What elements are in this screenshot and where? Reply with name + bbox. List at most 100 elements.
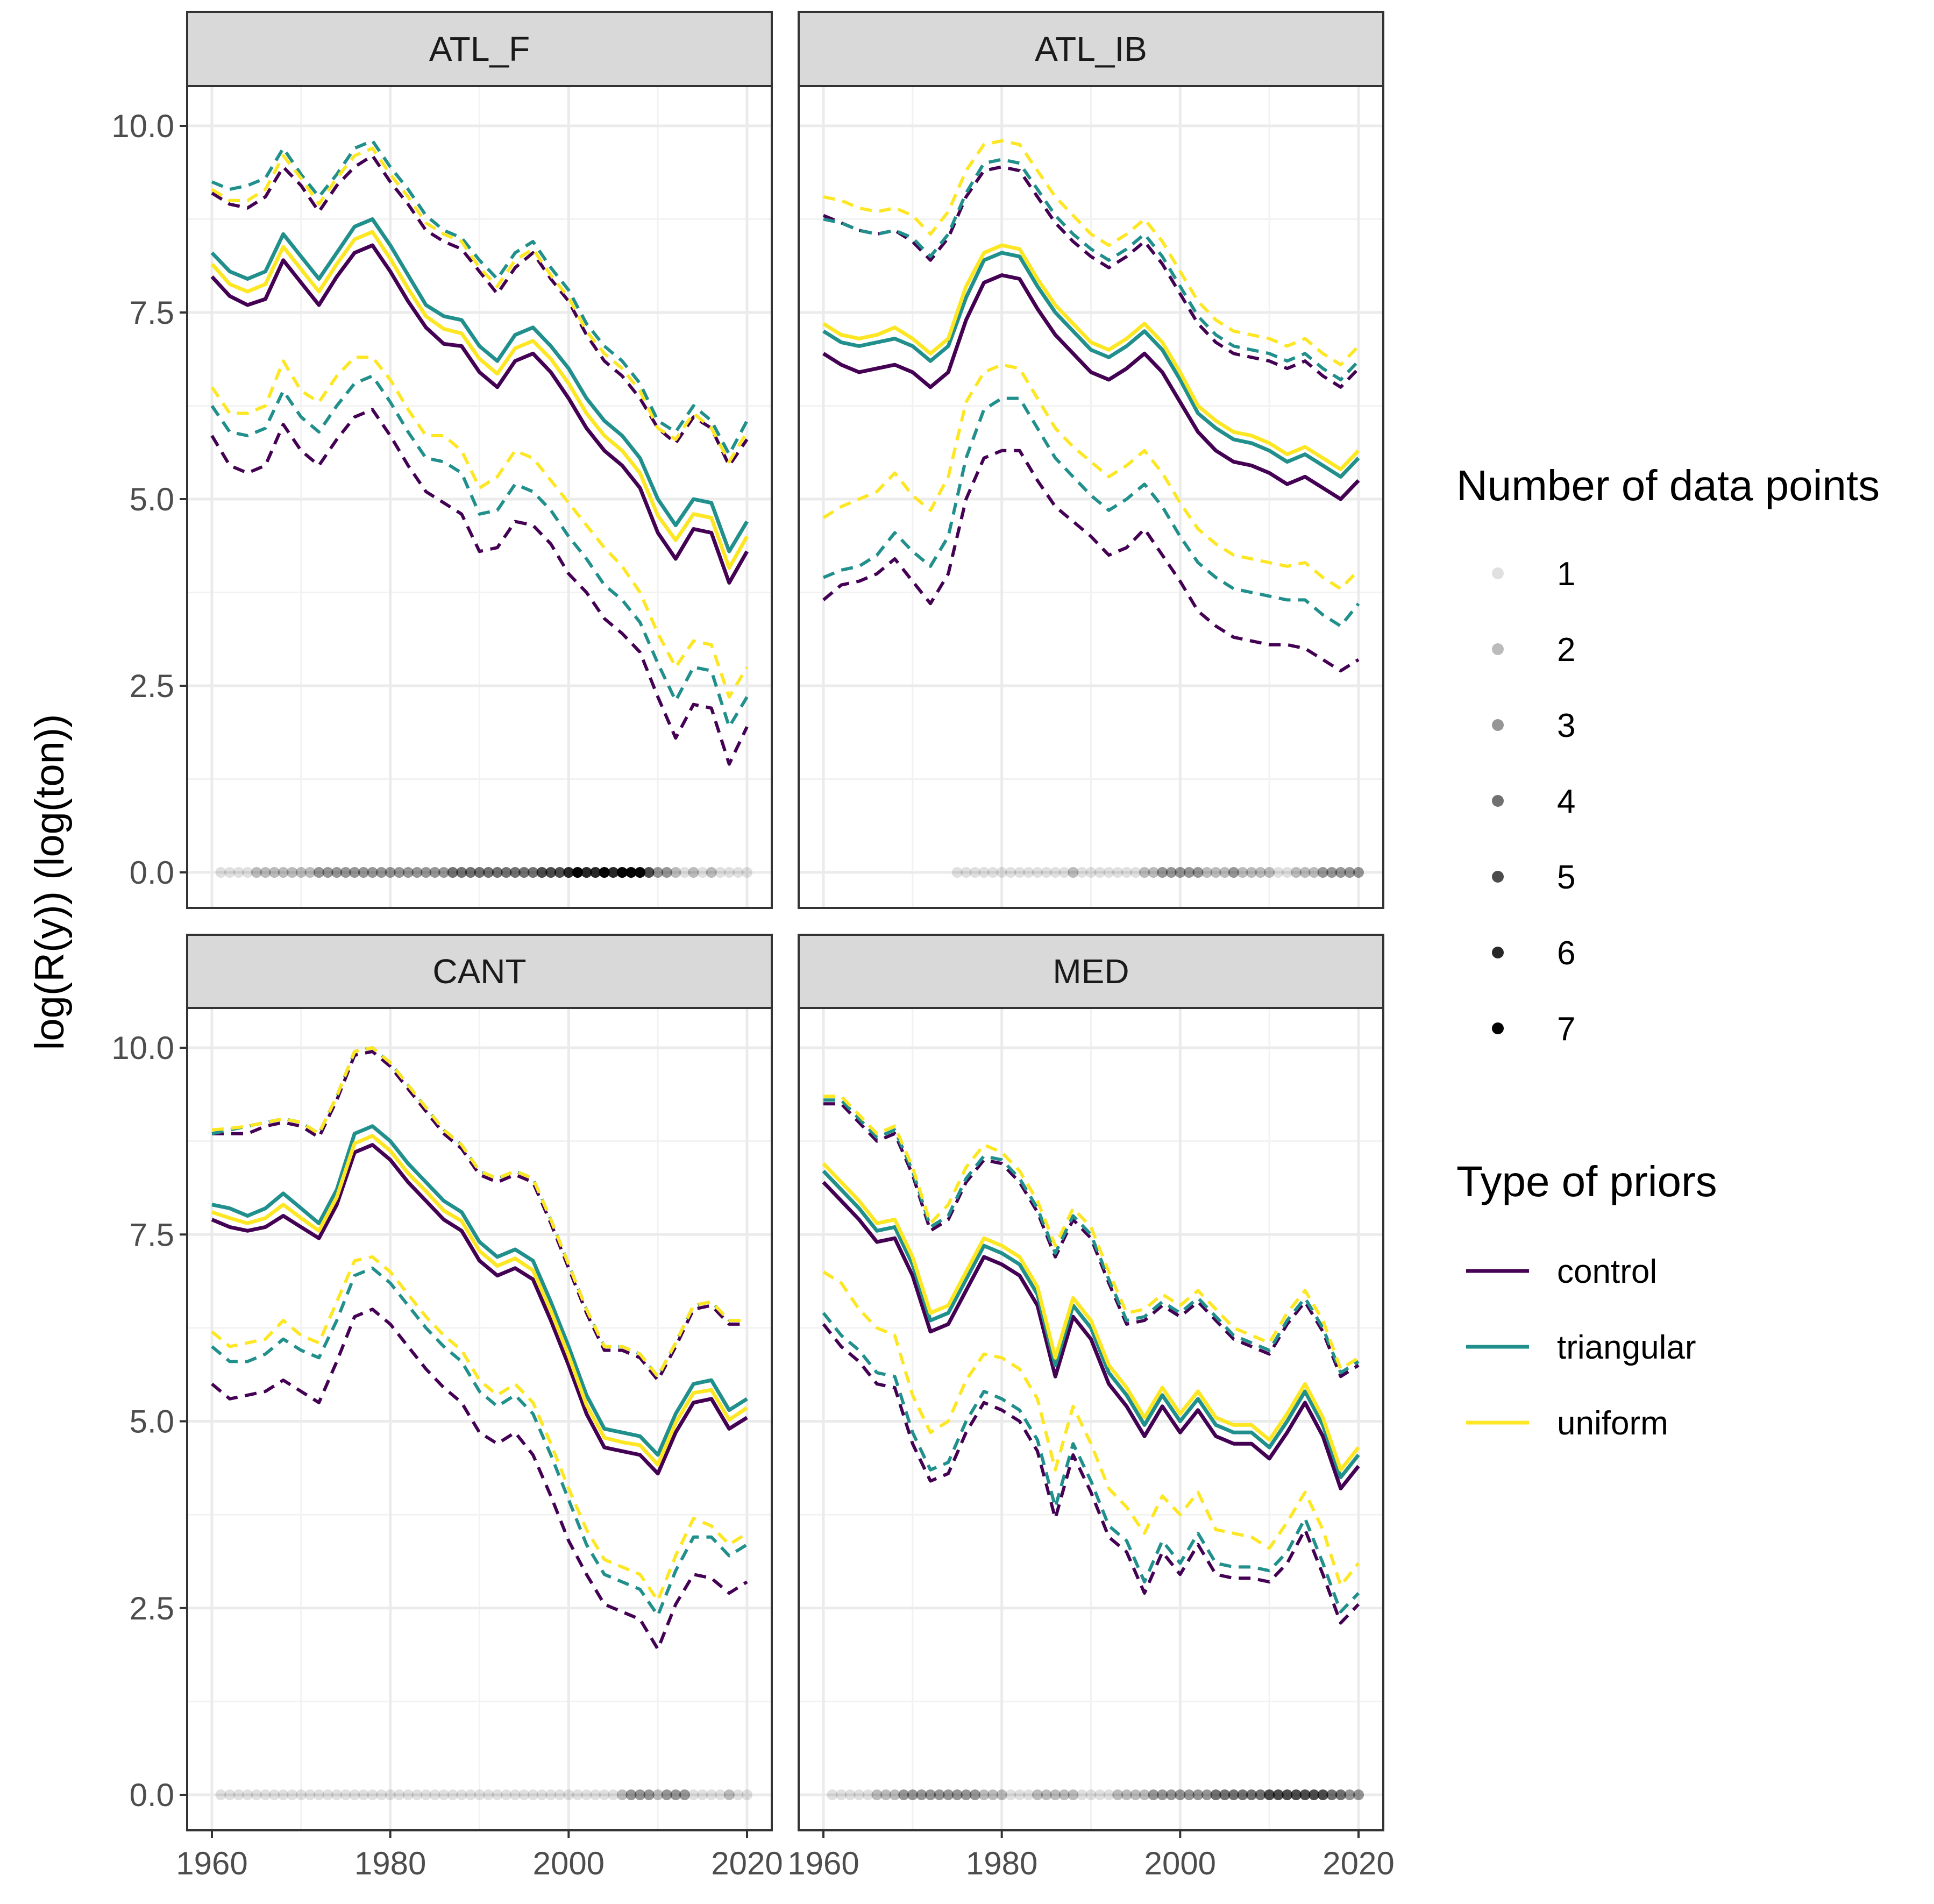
legend-data-points: Number of data points 1 2 3 4 5 6 7 (1456, 461, 1880, 1048)
data-point-markers (215, 867, 752, 878)
data-point-count-3 (961, 1789, 972, 1800)
data-point-count-1 (1058, 867, 1070, 878)
data-point-count-6 (563, 867, 574, 878)
data-point-count-5 (536, 867, 548, 878)
data-point-count-1 (242, 1789, 253, 1800)
data-point-count-2 (1050, 1789, 1061, 1800)
data-point-count-2 (1299, 867, 1311, 878)
data-point-count-3 (951, 1789, 963, 1800)
data-point-count-3 (1183, 1789, 1194, 1800)
data-point-count-3 (1165, 1789, 1177, 1800)
x-tick-label: 2020 (711, 1845, 783, 1881)
data-point-count-2 (616, 1789, 628, 1800)
data-point-count-4 (518, 867, 530, 878)
series-line-uniform-lower (822, 1270, 1360, 1588)
facet-strip (798, 11, 1384, 87)
data-point-count-2 (1068, 867, 1079, 878)
data-point-count-4 (1237, 1789, 1248, 1800)
data-point-count-1 (314, 1789, 324, 1800)
data-point-count-1 (1085, 867, 1097, 878)
legend-point-label: 4 (1557, 783, 1575, 820)
series-line-control-lower (822, 1323, 1360, 1625)
series-line-control-median (822, 273, 1360, 501)
panel-med: MED 1960 1980 2000 2020 (787, 934, 1395, 1881)
data-point-count-5 (1264, 1789, 1275, 1800)
x-tick-label: 1960 (787, 1845, 859, 1881)
y-axis-title: log(R(y)) (log(ton)) (27, 714, 73, 1050)
series-line-control-median (211, 1143, 748, 1476)
data-point-count-5 (1299, 1789, 1311, 1800)
legend-point-label: 5 (1557, 859, 1575, 896)
data-point-count-2 (251, 867, 262, 878)
data-point-count-3 (314, 867, 324, 878)
legend-data-points-title: Number of data points (1456, 461, 1880, 509)
series-line-uniform-upper (823, 139, 1360, 367)
x-tick-label: 2000 (1144, 1845, 1216, 1881)
data-point-count-2 (1068, 1789, 1079, 1800)
legend-line-label: triangular (1557, 1329, 1696, 1366)
data-point-count-2 (987, 1789, 999, 1800)
data-point-count-1 (563, 1789, 574, 1800)
series-line-control-median (210, 243, 749, 585)
data-point-count-3 (661, 1789, 672, 1800)
data-point-count-7 (635, 867, 645, 878)
data-point-count-6 (590, 867, 601, 878)
data-point-count-3 (402, 867, 414, 878)
data-point-count-1 (978, 867, 990, 878)
data-point-count-7 (599, 867, 610, 878)
series-line-uniform-median (211, 1134, 748, 1467)
data-point-count-2 (295, 867, 307, 878)
y-tick-label: 0.0 (130, 1777, 174, 1813)
data-point-count-3 (907, 1789, 918, 1800)
data-point-count-1 (233, 867, 244, 878)
data-point-count-4 (447, 867, 458, 878)
data-point-count-3 (1228, 867, 1239, 878)
data-point-count-1 (322, 1789, 333, 1800)
data-point-count-1 (1272, 867, 1284, 878)
series-line-uniform-median (210, 230, 749, 570)
data-point-count-1 (697, 867, 708, 878)
data-point-count-1 (545, 1789, 557, 1800)
data-point-count-1 (331, 1789, 343, 1800)
data-point-count-1 (827, 1789, 838, 1800)
data-point-count-1 (697, 1789, 708, 1800)
data-point-count-2 (1255, 867, 1266, 878)
data-point-count-5 (1282, 1789, 1293, 1800)
data-point-count-1 (287, 1789, 298, 1800)
data-point-count-2 (269, 867, 280, 878)
data-point-count-1 (358, 1789, 369, 1800)
data-point-count-3 (376, 867, 387, 878)
data-point-count-3 (898, 1789, 909, 1800)
data-point-count-3 (1317, 867, 1328, 878)
data-point-count-3 (1175, 1789, 1186, 1800)
data-point-count-1 (1076, 1789, 1087, 1800)
data-point-count-1 (961, 867, 972, 878)
data-point-count-2 (871, 1789, 883, 1800)
facet-strip (186, 11, 773, 87)
data-point-count-2 (278, 867, 289, 878)
data-point-count-4 (456, 867, 467, 878)
data-point-markers (827, 1789, 1364, 1800)
legend-point-key (1492, 643, 1504, 655)
y-tick-label: 5.0 (130, 1404, 174, 1440)
legend-point-label: 6 (1557, 935, 1575, 972)
data-point-count-3 (421, 867, 431, 878)
data-point-count-3 (429, 867, 440, 878)
data-point-count-7 (616, 867, 628, 878)
data-point-count-1 (215, 867, 226, 878)
data-point-count-2 (1201, 867, 1213, 878)
data-point-count-4 (1326, 1789, 1338, 1800)
data-point-count-3 (1344, 1789, 1355, 1800)
data-point-count-1 (951, 867, 963, 878)
data-point-count-3 (394, 867, 405, 878)
facet-label: CANT (432, 952, 526, 991)
facet-label: ATL_IB (1035, 30, 1147, 68)
data-point-count-7 (625, 867, 637, 878)
series-line-control-lower (822, 449, 1360, 673)
data-point-count-1 (1041, 867, 1052, 878)
data-point-count-1 (429, 1789, 440, 1800)
data-point-count-1 (438, 1789, 450, 1800)
series-line-control-lower (210, 408, 749, 766)
data-point-count-3 (340, 867, 351, 878)
data-point-count-4 (501, 867, 512, 878)
